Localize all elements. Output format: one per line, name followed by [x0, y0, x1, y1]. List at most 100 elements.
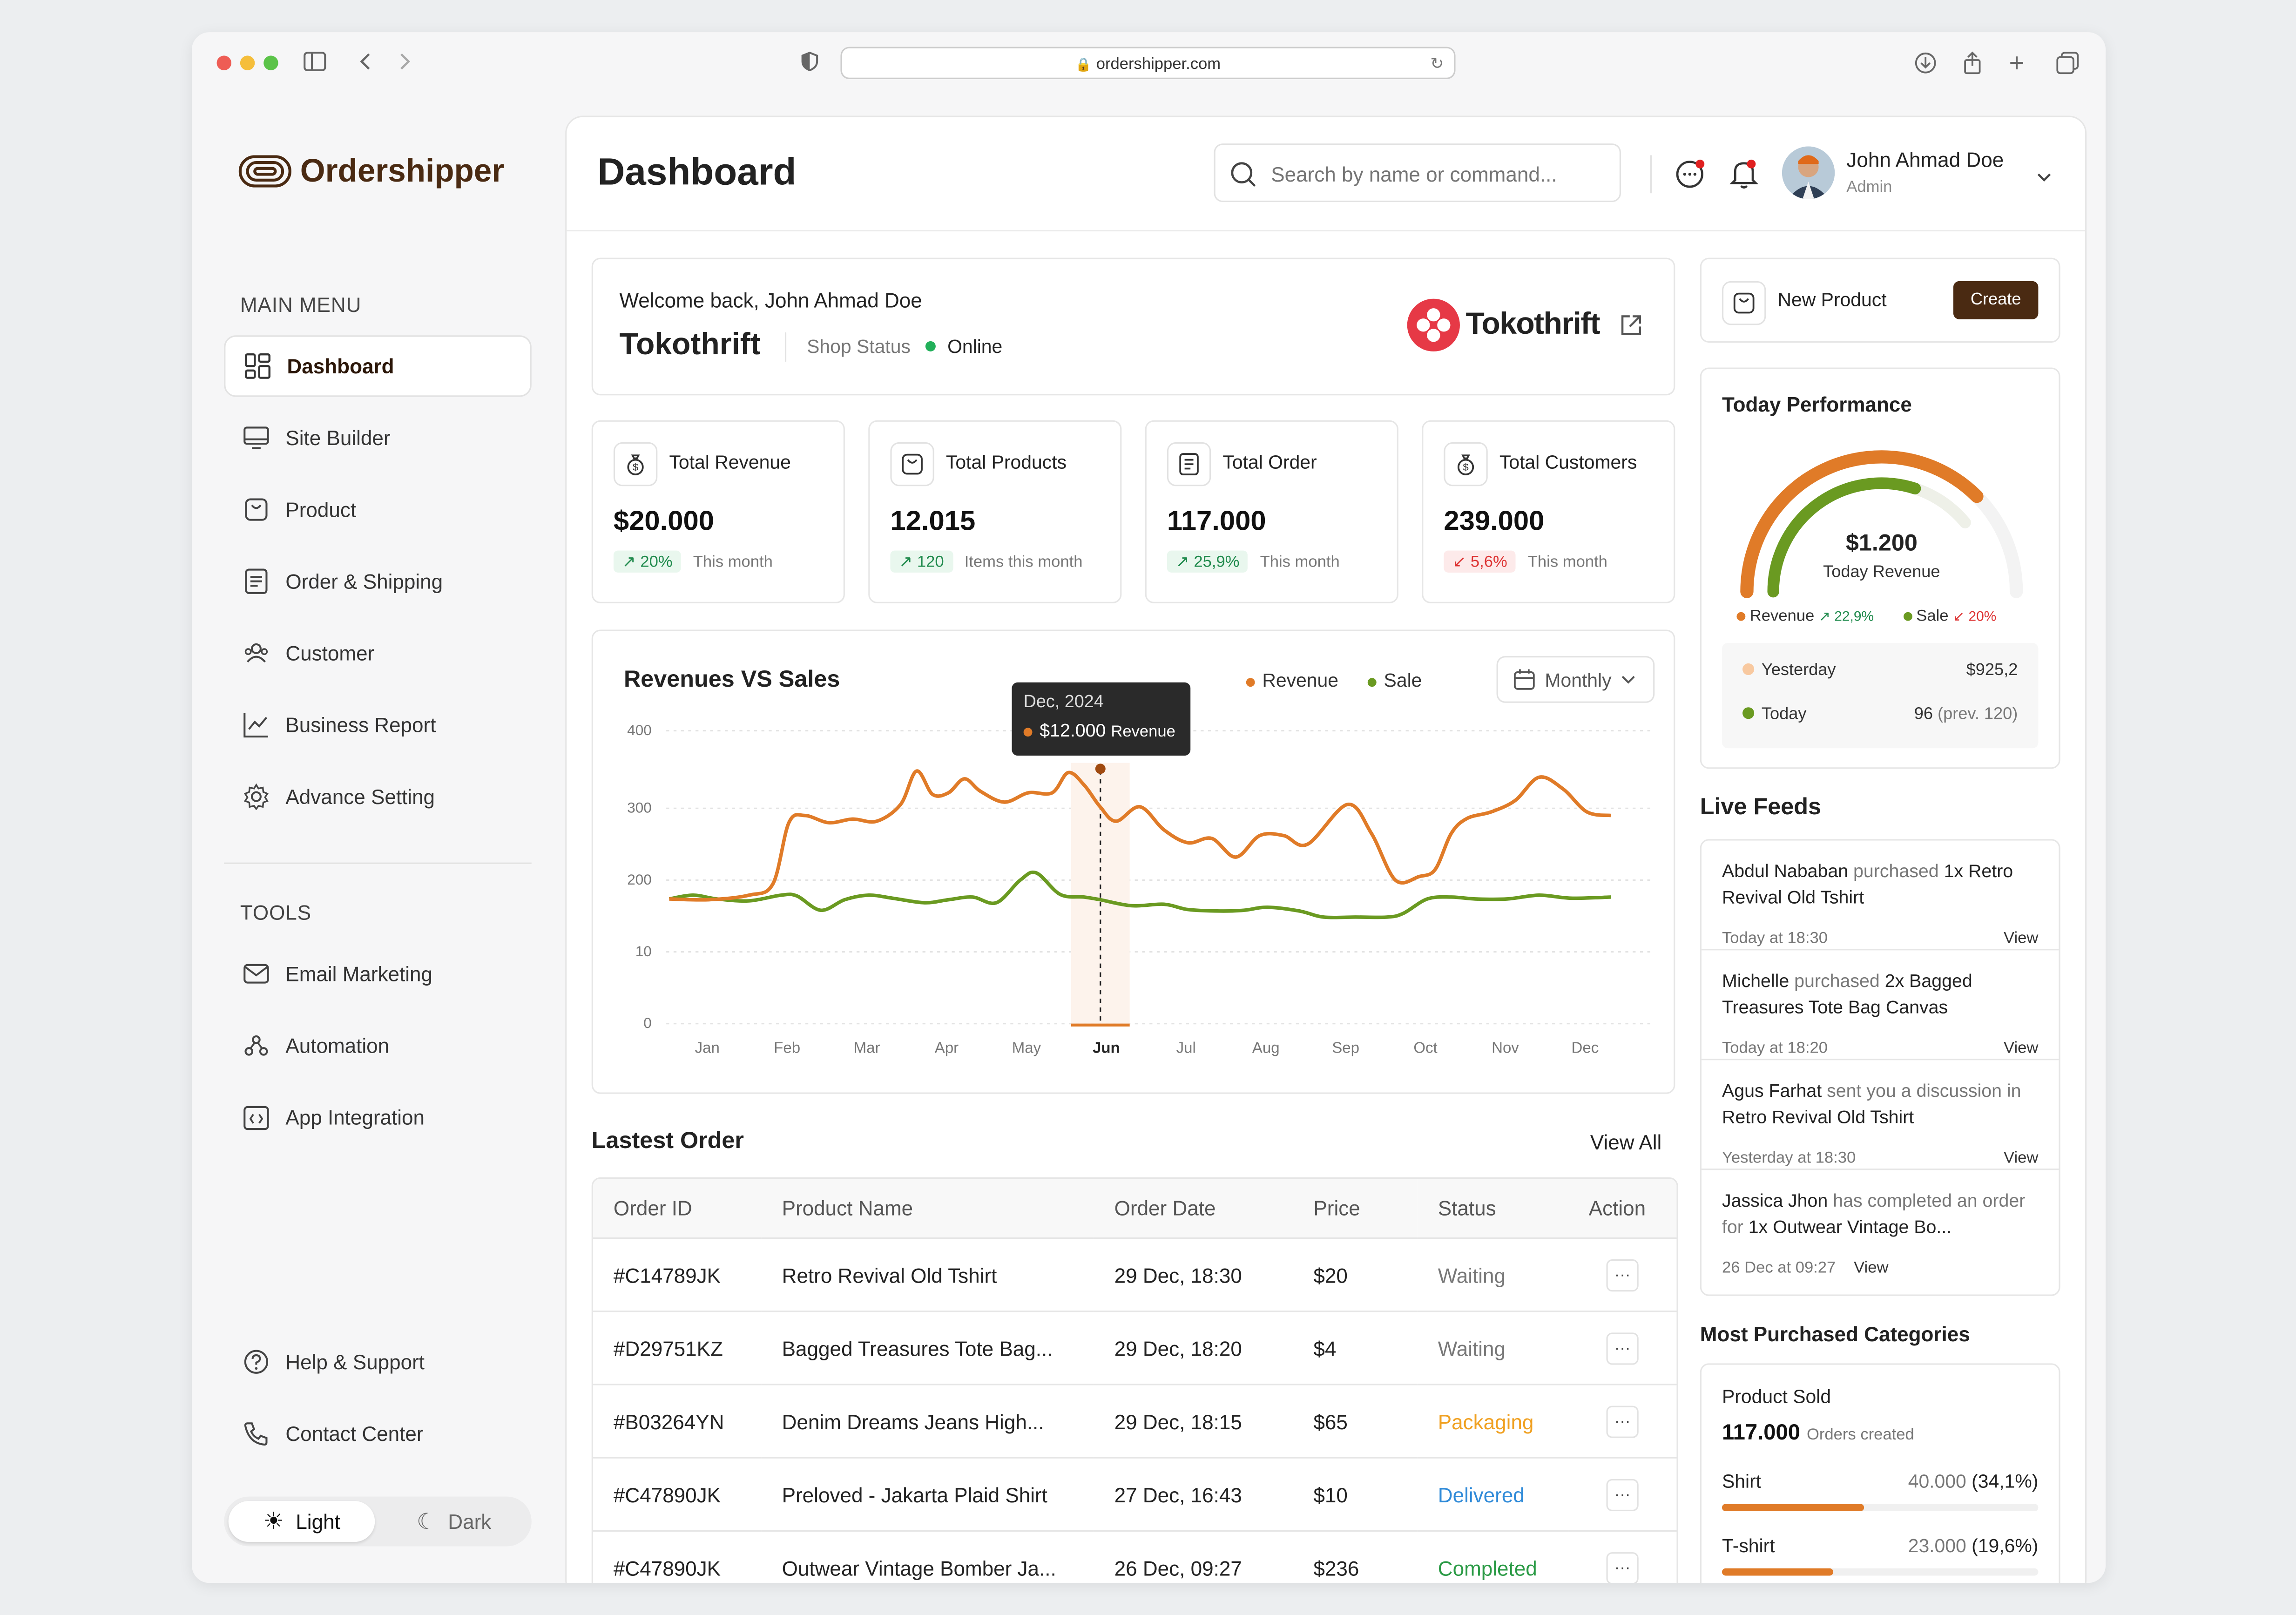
- view-all-link[interactable]: View All: [1590, 1130, 1662, 1154]
- sidebar-item-label: Help & Support: [285, 1350, 425, 1374]
- more-actions-button[interactable]: ···: [1606, 1551, 1639, 1583]
- feed-view-link[interactable]: View: [2003, 930, 2039, 948]
- maximize-window-button[interactable]: [263, 55, 278, 70]
- action-cell: ···: [1568, 1237, 1677, 1311]
- highlight-point: [1095, 764, 1106, 774]
- sidebar-item-app-integration[interactable]: App Integration: [224, 1087, 532, 1148]
- avatar[interactable]: [1782, 146, 1835, 199]
- tooltip-value: $12.000: [1040, 720, 1106, 741]
- product-sold-total: 117.000: [1722, 1420, 1800, 1446]
- create-button[interactable]: Create: [1953, 281, 2039, 319]
- more-actions-button[interactable]: ···: [1606, 1478, 1639, 1511]
- table-row[interactable]: #B03264YN Denim Dreams Jeans High... 29 De…: [593, 1384, 1677, 1458]
- page-header: Dashboard John Ahmad Doe: [567, 117, 2086, 231]
- category-item: Shirt 40.000 (34,1%): [1722, 1470, 2039, 1529]
- chart-tooltip: Dec, 2024 $12.000 Revenue: [1012, 682, 1191, 756]
- sidebar-item-help-support[interactable]: Help & Support: [224, 1331, 532, 1392]
- table-row[interactable]: #C47890JK Preloved - Jakarta Plaid Shirt 2…: [593, 1457, 1677, 1531]
- more-actions-button[interactable]: ···: [1606, 1331, 1639, 1364]
- table-row[interactable]: #D29751KZ Bagged Treasures Tote Bag... 29 …: [593, 1311, 1677, 1385]
- stat-label: Total Products: [945, 451, 1067, 473]
- feed-object: 2x Bagged Treasures Tote Bag Canvas: [1722, 971, 1972, 1018]
- chart-icon: [242, 710, 271, 740]
- sidebar-toggle-icon[interactable]: [303, 51, 326, 76]
- shield-icon: [801, 51, 819, 76]
- reload-icon[interactable]: ↻: [1430, 55, 1444, 74]
- chart-title: Revenues VS Sales: [623, 668, 840, 693]
- order-date-cell: 29 Dec, 18:20: [1094, 1311, 1293, 1385]
- header-divider: [1650, 155, 1652, 194]
- chevron-down-icon[interactable]: [2035, 165, 2053, 192]
- more-actions-button[interactable]: ···: [1606, 1258, 1639, 1291]
- feed-view-link[interactable]: View: [1854, 1259, 1889, 1277]
- sidebar-item-dashboard[interactable]: Dashboard: [224, 335, 532, 397]
- sidebar-item-advance-setting[interactable]: Advance Setting: [224, 766, 532, 827]
- bell-icon[interactable]: [1729, 158, 1759, 198]
- mail-icon: [242, 959, 271, 988]
- x-tick-label: May: [1012, 1039, 1041, 1056]
- tabs-overview-icon[interactable]: [2056, 51, 2079, 79]
- performance-title: Today Performance: [1722, 392, 1912, 416]
- orders-table: Order ID Product Name Order Date Price S…: [591, 1177, 1678, 1583]
- period-select[interactable]: Monthly: [1496, 656, 1655, 703]
- sidebar-item-automation[interactable]: Automation: [224, 1015, 532, 1076]
- sidebar-item-customer[interactable]: Customer: [224, 622, 532, 684]
- minimize-window-button[interactable]: [240, 55, 255, 70]
- theme-light-option[interactable]: ☀ Light: [228, 1501, 375, 1542]
- y-axis: 0 10 200 300 400: [627, 722, 651, 1031]
- sidebar-item-label: Dashboard: [287, 354, 394, 378]
- main-panel: Dashboard John Ahmad Doe: [565, 115, 2087, 1583]
- sidebar-item-contact-center[interactable]: Contact Center: [224, 1403, 532, 1464]
- search-box[interactable]: [1214, 143, 1621, 203]
- category-pct: (34,1%): [1972, 1470, 2039, 1493]
- stat-value: 12.015: [890, 507, 976, 538]
- feed-object: 1x Outwear Vintage Bo...: [1748, 1216, 1952, 1237]
- chat-icon[interactable]: [1675, 158, 1707, 198]
- feed-verb: purchased: [1789, 971, 1885, 992]
- feed-actor: Michelle: [1722, 971, 1790, 992]
- shop-logo[interactable]: Tokothrift: [1407, 298, 1600, 351]
- gauge-legend-revenue: Revenue ↗ 22,9%: [1736, 608, 1874, 625]
- sidebar-item-email-marketing[interactable]: Email Marketing: [224, 943, 532, 1005]
- share-icon[interactable]: [1962, 51, 1983, 79]
- address-bar[interactable]: 🔒 ordershipper.com ↻: [840, 47, 1456, 79]
- back-icon[interactable]: [359, 51, 373, 76]
- new-product-label: New Product: [1777, 288, 1887, 311]
- categories-card: Product Sold 117.000 Orders created Shir…: [1700, 1363, 2060, 1583]
- more-actions-button[interactable]: ···: [1606, 1405, 1639, 1438]
- product-sold-note: Orders created: [1806, 1426, 1914, 1444]
- gauge-legend-sale: Sale ↙ 20%: [1903, 608, 1996, 625]
- download-icon[interactable]: [1914, 51, 1937, 79]
- brand-logo[interactable]: Ordershipper: [238, 152, 504, 190]
- table-row[interactable]: #C47890JK Outwear Vintage Bomber Ja... 26 …: [593, 1530, 1677, 1583]
- sidebar-item-product[interactable]: Product: [224, 479, 532, 541]
- sidebar-divider: [224, 862, 532, 864]
- x-axis: Jan Feb Mar Apr May Jun Jul Aug Sep Oct Nov Dec: [695, 1039, 1599, 1056]
- sidebar-item-business-report[interactable]: Business Report: [224, 694, 532, 756]
- browser-toolbar: 🔒 ordershipper.com ↻ +: [192, 32, 2106, 97]
- feed-time: Today at 18:20: [1722, 1040, 1828, 1057]
- product-name-cell: Outwear Vintage Bomber Ja...: [761, 1530, 1094, 1583]
- box-icon: [890, 442, 934, 487]
- category-bar-fill: [1722, 1504, 1864, 1512]
- new-tab-icon[interactable]: +: [2009, 48, 2025, 78]
- feed-actor: Agus Farhat: [1722, 1081, 1822, 1101]
- legend-revenue: Revenue: [1246, 669, 1338, 691]
- grid-icon: [243, 351, 272, 381]
- feed-view-link[interactable]: View: [2003, 1149, 2039, 1167]
- column-header: Status: [1417, 1179, 1568, 1238]
- table-row[interactable]: #C14789JK Retro Revival Old Tshirt 29 Dec,…: [593, 1237, 1677, 1311]
- close-window-button[interactable]: [216, 55, 231, 70]
- sidebar-item-site-builder[interactable]: Site Builder: [224, 407, 532, 468]
- sidebar-item-order-shipping[interactable]: Order & Shipping: [224, 551, 532, 612]
- stat-change-badge: ↗ 120: [890, 550, 953, 573]
- theme-dark-option[interactable]: ☾ Dark: [381, 1501, 527, 1542]
- external-link-icon[interactable]: [1618, 312, 1645, 345]
- feed-view-link[interactable]: View: [2003, 1040, 2039, 1057]
- search-input[interactable]: [1268, 156, 1611, 192]
- stat-value: $20.000: [613, 507, 714, 538]
- action-cell: ···: [1568, 1384, 1677, 1458]
- forward-icon[interactable]: [397, 51, 411, 76]
- clipboard-icon: [1167, 442, 1211, 487]
- x-tick-label: Jun: [1093, 1039, 1120, 1056]
